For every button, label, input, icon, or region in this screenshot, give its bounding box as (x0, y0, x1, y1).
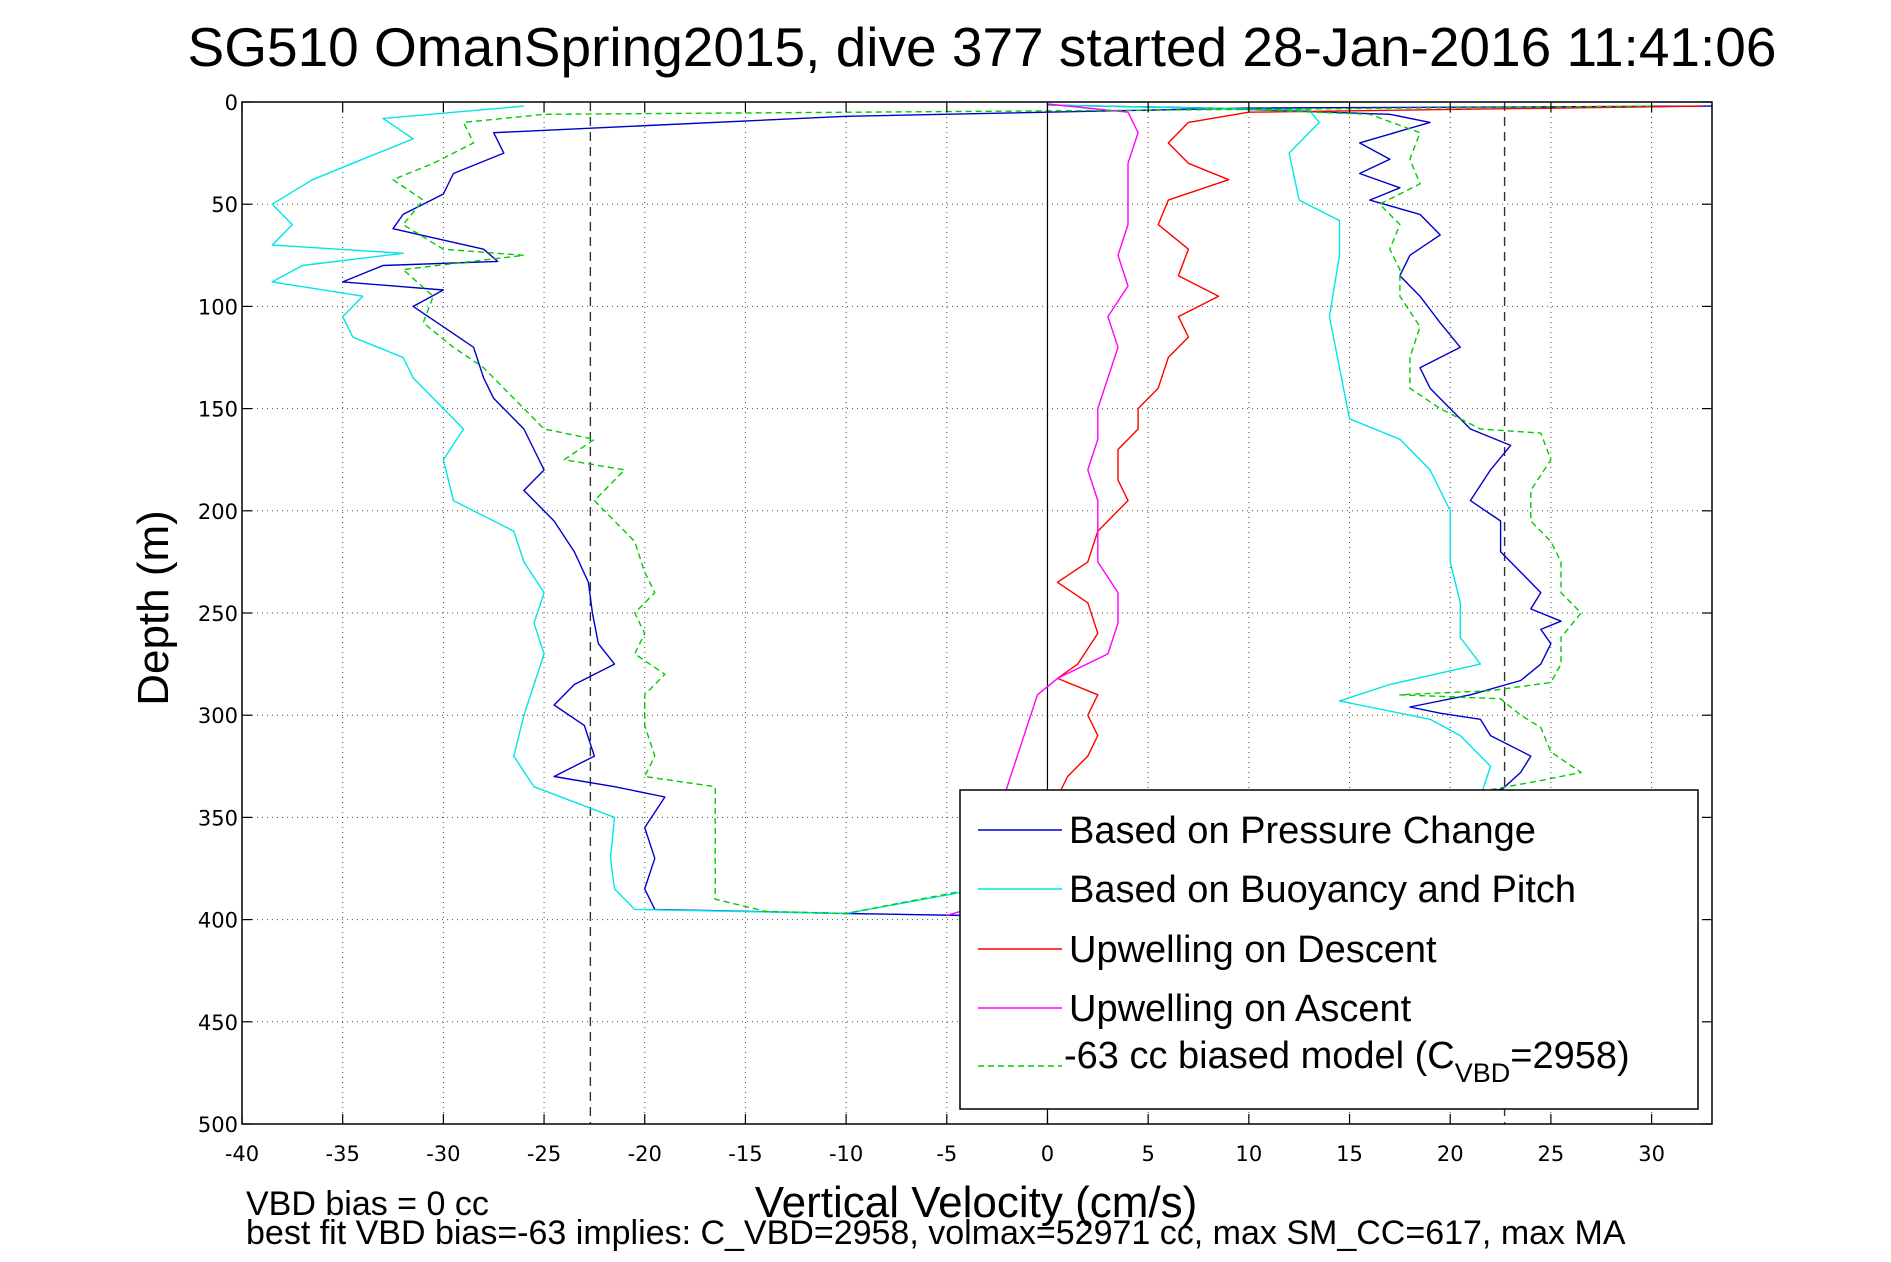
x-tick-label: 25 (1538, 1142, 1565, 1166)
x-tick-label: 20 (1437, 1142, 1464, 1166)
x-tick-label: -35 (326, 1142, 360, 1166)
legend: Based on Pressure Change Based on Buoyan… (959, 789, 1699, 1110)
y-tick-label: 450 (198, 1011, 238, 1035)
series-line-3 (946, 103, 1139, 917)
legend-entry-model: -63 cc biased model (CVBD=2958) (1064, 1035, 1630, 1088)
x-tick-label: 30 (1638, 1142, 1665, 1166)
legend-entry-buoyancy: Based on Buoyancy and Pitch (1069, 869, 1576, 911)
x-tick-label: -5 (936, 1142, 957, 1166)
x-tick-label: -25 (527, 1142, 561, 1166)
series-line-1 (271, 104, 1492, 915)
series-line-2 (1056, 105, 1702, 798)
x-tick-label: -15 (728, 1142, 762, 1166)
y-tick-label: 150 (198, 398, 238, 422)
y-tick-label: 500 (198, 1113, 238, 1137)
y-tick-label: 200 (198, 500, 238, 524)
x-tick-label: -20 (628, 1142, 662, 1166)
x-tick-label: 5 (1141, 1142, 1154, 1166)
x-tick-label: -30 (426, 1142, 460, 1166)
y-tick-label: 0 (225, 91, 238, 115)
y-tick-label: 100 (198, 295, 238, 319)
footer-vbd-bias: VBD bias = 0 cc (246, 1185, 489, 1223)
y-tick-label: 400 (198, 909, 238, 933)
axis-ticks: -40 -35 -30 -25 -20 -15 -10 -5 0 5 10 15 20 25 3005010… (198, 91, 1712, 1166)
y-tick-label: 50 (211, 193, 238, 217)
y-tick-label: 350 (198, 806, 238, 830)
legend-entry-pressure: Based on Pressure Change (1069, 810, 1536, 852)
legend-box (959, 789, 1699, 1110)
y-tick-label: 300 (198, 704, 238, 728)
chart-title: SG510 OmanSpring2015, dive 377 started 2… (188, 16, 1777, 78)
footer-best-fit: best fit VBD bias=-63 implies: C_VBD=295… (246, 1214, 1626, 1252)
legend-entry-descent: Upwelling on Descent (1069, 929, 1437, 971)
grid-lines (242, 102, 1712, 1124)
x-tick-label: -40 (225, 1142, 259, 1166)
x-axis-label: Vertical Velocity (cm/s) (755, 1178, 1198, 1227)
x-tick-label: 10 (1235, 1142, 1262, 1166)
y-tick-label: 250 (198, 602, 238, 626)
x-tick-label: -10 (829, 1142, 863, 1166)
legend-entry-ascent: Upwelling on Ascent (1069, 988, 1412, 1030)
series-line-4 (392, 105, 1652, 915)
x-tick-label: 15 (1336, 1142, 1363, 1166)
y-axis-label: Depth (m) (129, 510, 178, 706)
x-tick-label: 0 (1041, 1142, 1054, 1166)
